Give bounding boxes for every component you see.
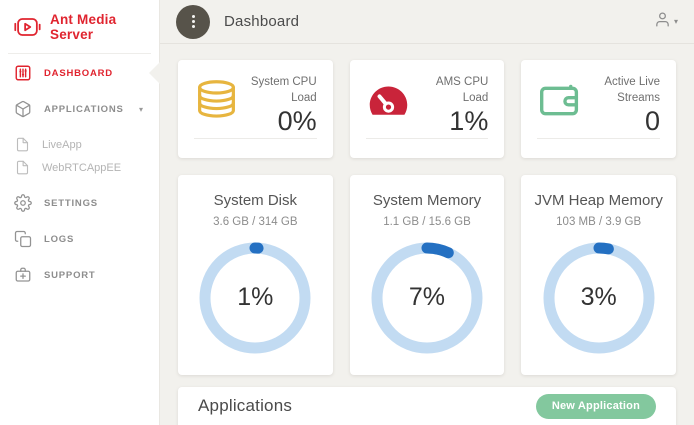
new-application-button[interactable]: New Application: [535, 393, 656, 419]
sidebar-item-label: WebRTCAppEE: [42, 161, 122, 174]
sidebar-item-liveapp[interactable]: LiveApp: [0, 133, 159, 156]
first-aid-kit-icon: [14, 266, 32, 284]
sidebar-item-label: SUPPORT: [44, 269, 96, 281]
stat-card-active-streams: Active Live Streams 0: [521, 60, 676, 158]
sidebar-nav: DASHBOARD APPLICATIONS ▾: [0, 54, 160, 293]
dashboard-content: System CPU Load 0%: [160, 44, 694, 425]
gauge-card-system-disk: System Disk 3.6 GB / 314 GB 1%: [178, 175, 333, 375]
gauge-subtitle: 3.6 GB / 314 GB: [213, 216, 298, 228]
page-title: Dashboard: [224, 13, 300, 30]
stat-value: 0: [644, 106, 660, 137]
sidebar-item-label: DASHBOARD: [44, 67, 113, 79]
sidebar-item-logs[interactable]: LOGS: [0, 221, 159, 257]
sidebar-item-support[interactable]: SUPPORT: [0, 257, 159, 293]
sidebar-item-webrtcappee[interactable]: WebRTCAppEE: [0, 156, 159, 179]
file-icon: [15, 160, 30, 175]
stat-value: 1%: [449, 106, 489, 137]
top-bar: Dashboard ▾: [160, 0, 694, 44]
kebab-dot: [191, 20, 195, 23]
stat-card-row: System CPU Load 0%: [178, 60, 676, 158]
gauge-card-jvm-heap: JVM Heap Memory 103 MB / 3.9 GB 3%: [521, 175, 676, 375]
database-icon: [194, 78, 239, 123]
chevron-down-icon: ▾: [673, 17, 678, 26]
sidebar-item-dashboard[interactable]: DASHBOARD: [0, 55, 160, 91]
gear-icon: [14, 194, 32, 212]
dashboard-sliders-icon: [14, 64, 32, 82]
user-menu[interactable]: ▾: [654, 11, 678, 33]
sidebar-item-label: APPLICATIONS: [44, 103, 124, 115]
sidebar-item-label: SETTINGS: [44, 197, 98, 209]
menu-kebab-button[interactable]: [176, 4, 210, 39]
sidebar-item-label: LOGS: [44, 233, 75, 245]
kebab-dot: [191, 15, 195, 18]
stat-label: AMS CPU Load: [435, 76, 489, 104]
sidebar: Ant Media Server DASHBOARD: [0, 0, 160, 425]
gauge-card-system-memory: System Memory 1.1 GB / 15.6 GB 7%: [349, 175, 505, 375]
kebab-dot: [191, 25, 195, 28]
wallet-icon: [537, 78, 582, 123]
stat-label: System CPU Load: [250, 76, 317, 104]
stat-card-system-cpu: System CPU Load 0%: [178, 60, 333, 158]
pages-icon: [14, 230, 32, 248]
ant-media-logo-icon: [12, 14, 42, 40]
sidebar-divider: [8, 53, 151, 54]
gauge-title: System Disk: [213, 192, 297, 209]
main-area: Dashboard ▾: [160, 0, 694, 425]
sidebar-item-settings[interactable]: SETTINGS: [0, 185, 159, 221]
donut-chart: 1%: [197, 240, 313, 356]
stat-value: 0%: [277, 106, 317, 137]
cube-icon: [14, 100, 32, 118]
gauge-subtitle: 103 MB / 3.9 GB: [556, 216, 642, 228]
stat-label: Active Live Streams: [604, 76, 660, 104]
gauge-icon: [366, 78, 411, 123]
brand-name: Ant Media Server: [50, 11, 117, 42]
sidebar-item-label: LiveApp: [42, 138, 82, 151]
gauge-percent: 3%: [580, 282, 617, 311]
person-icon: [654, 11, 671, 33]
applications-section: Applications New Application: [178, 387, 676, 425]
sidebar-item-applications[interactable]: APPLICATIONS ▾: [0, 91, 159, 127]
gauge-title: JVM Heap Memory: [534, 192, 663, 209]
active-item-notch: [149, 62, 160, 84]
chevron-down-icon: ▾: [138, 104, 143, 114]
gauge-percent: 1%: [237, 282, 274, 311]
gauge-title: System Memory: [372, 192, 482, 209]
card-divider: [365, 138, 489, 139]
donut-chart: 7%: [369, 240, 485, 356]
gauge-card-row: System Disk 3.6 GB / 314 GB 1% System Me…: [178, 175, 676, 375]
brand-logo[interactable]: Ant Media Server: [0, 0, 159, 53]
gauge-percent: 7%: [408, 282, 446, 311]
applications-title: Applications: [198, 396, 293, 415]
gauge-subtitle: 1.1 GB / 15.6 GB: [383, 216, 471, 228]
file-icon: [15, 137, 30, 152]
card-divider: [537, 138, 660, 139]
stat-card-ams-cpu: AMS CPU Load 1%: [349, 60, 505, 158]
card-divider: [194, 138, 317, 139]
donut-chart: 3%: [541, 240, 657, 356]
